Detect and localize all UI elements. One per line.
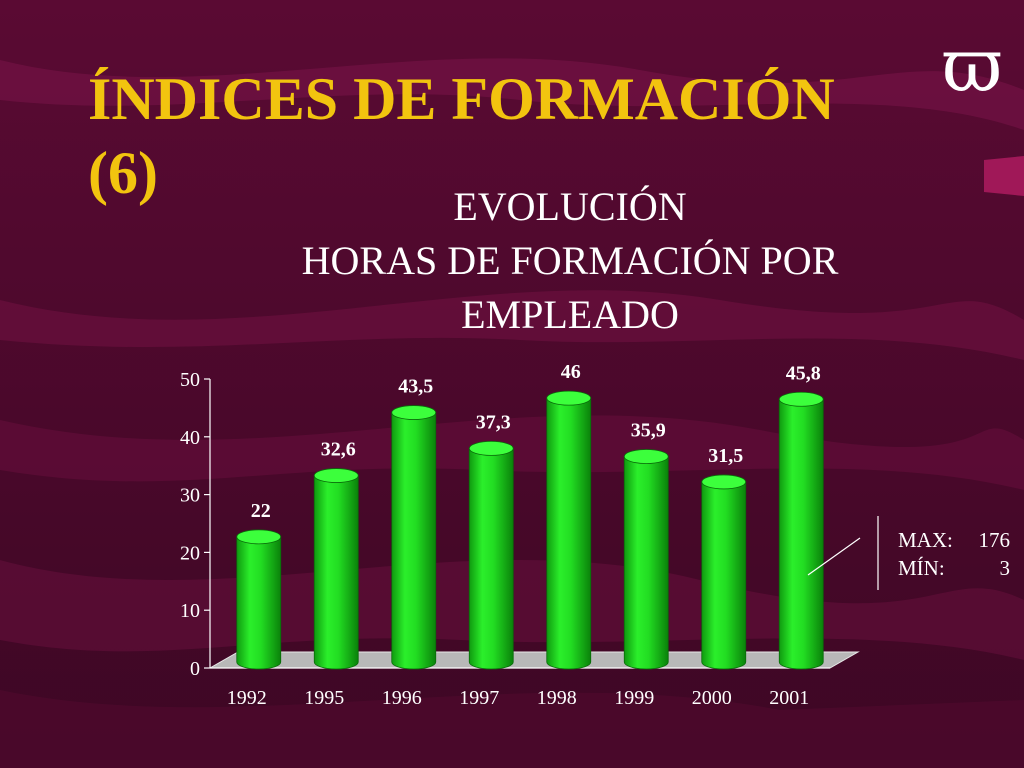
bar-body [391,412,437,670]
bar-top [701,474,747,490]
bar-body [546,397,592,670]
data-label: 35,9 [631,419,666,441]
omega-logo-icon: ϖ [942,23,1003,109]
max-min-box: MAX: 176 MÍN: 3 [898,526,1010,582]
bar-body [778,398,824,670]
y-tick-label: 10 [180,600,200,622]
data-label: 46 [561,361,581,383]
subtitle-line-2: HORAS DE FORMACIÓN POR [301,238,839,283]
slide-title-line-2: (6) [88,140,158,206]
bar-body [468,448,514,670]
bar-body [236,536,282,670]
y-tick-label: 30 [180,485,200,507]
bar-top [236,529,282,545]
chart-subtitle: EVOLUCIÓN HORAS DE FORMACIÓN POR EMPLEAD… [190,180,950,342]
y-tick-label: 0 [190,658,200,680]
callout-line [807,537,861,576]
bar-top [391,405,437,420]
bar [391,405,437,670]
subtitle-line-1: EVOLUCIÓN [453,184,687,229]
max-stat: MAX: 176 [898,526,1010,554]
data-label: 31,5 [708,445,743,467]
y-tick-label: 50 [180,369,200,391]
data-label: 43,5 [398,376,433,398]
bar [468,441,514,670]
max-value: 176 [978,528,1011,552]
slide-title: ÍNDICES DE FORMACIÓN (6) [88,62,908,210]
bar [623,449,669,670]
bar-top [623,449,669,464]
data-label: 32,6 [321,439,356,461]
min-value: 3 [999,556,1011,580]
x-tick-label: 1996 [382,687,422,709]
y-tick-label: 20 [180,542,200,564]
x-tick-label: 1995 [304,687,344,709]
bar-body [623,456,669,670]
min-label: MÍN: [898,556,945,580]
x-tick-label: 2001 [769,687,809,709]
y-tick-label: 40 [180,427,200,449]
data-label: 37,3 [476,411,511,433]
data-label: 22 [251,500,271,522]
x-tick-label: 1998 [537,687,577,709]
bar-top [468,441,514,456]
subtitle-line-3: EMPLEADO [461,292,679,337]
x-tick-label: 1992 [227,687,267,709]
data-label: 45,8 [786,362,821,384]
bar-top [778,391,824,407]
x-tick-label: 1997 [459,687,499,709]
min-stat: MÍN: 3 [898,554,1010,582]
slide-title-line-1: ÍNDICES DE FORMACIÓN [88,66,835,132]
bar [778,391,824,670]
chart-floor [208,651,860,669]
bar-body [701,481,747,670]
bar [236,529,282,670]
x-tick-label: 2000 [692,687,732,709]
bar [546,390,592,670]
x-tick-label: 1999 [614,687,654,709]
bar-top [546,390,592,406]
max-label: MAX: [898,528,953,552]
bar [313,468,359,670]
bar-top [313,468,359,483]
bar-body [313,475,359,670]
bar [701,474,747,670]
